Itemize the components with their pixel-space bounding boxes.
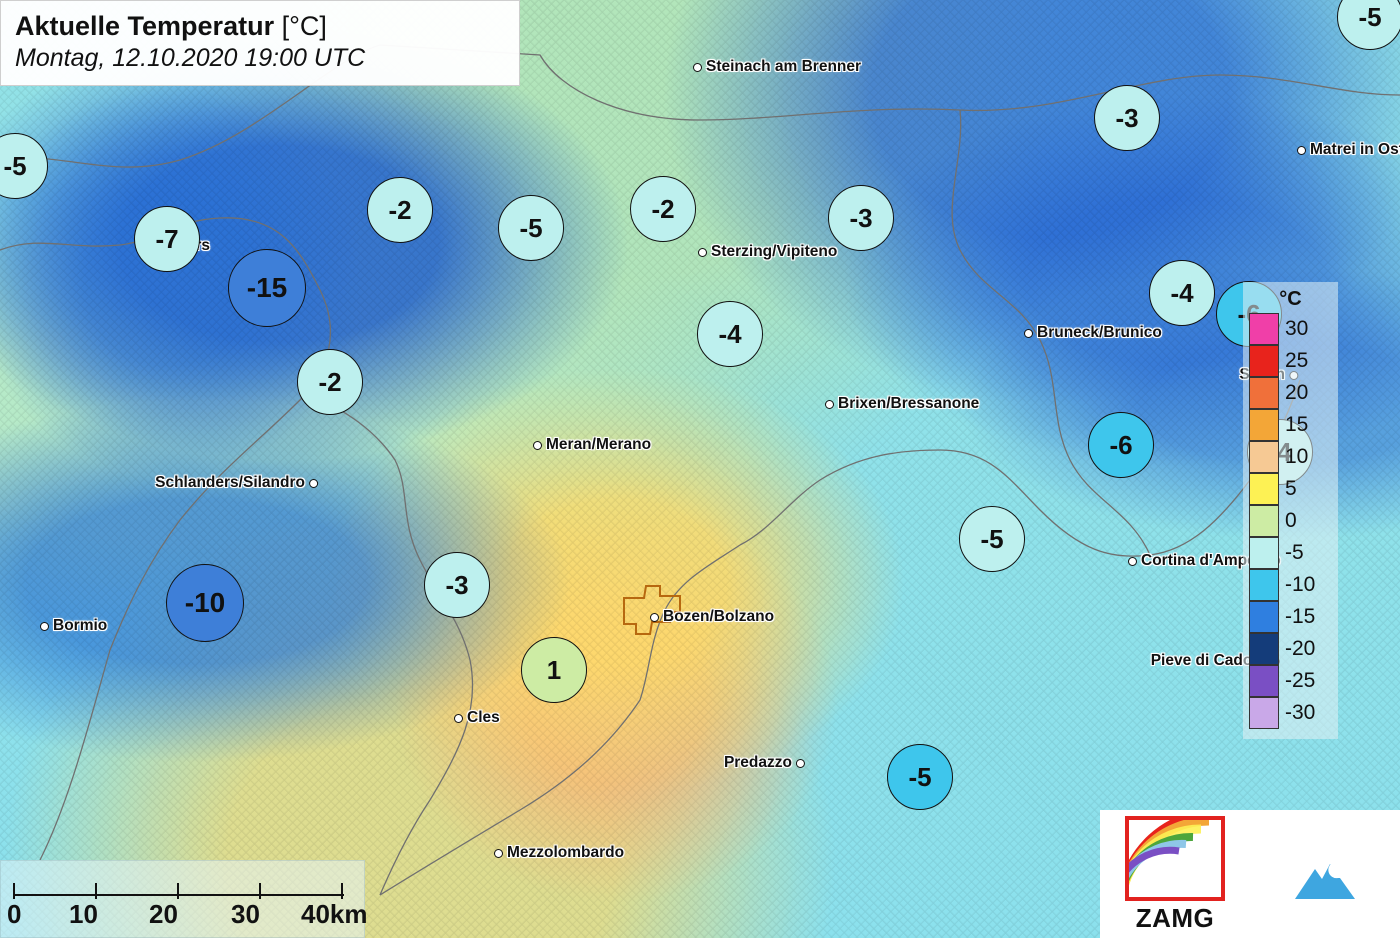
city-dot-icon [40,622,49,631]
legend-row: -5 [1249,537,1332,569]
city-label-matrei-in-osttirol: Matrei in Osttirol [1297,141,1400,159]
temperature-color-legend: °C 30 25 20 15 10 [1243,282,1338,739]
temperature-marker[interactable]: -2 [630,176,696,242]
temperature-marker[interactable]: -5 [959,506,1025,572]
temperature-marker[interactable]: -2 [367,177,433,243]
legend-unit-label: °C [1249,288,1332,311]
city-dot-icon [1297,146,1306,155]
city-label-brixen-bressanone: Brixen/Bressanone [825,395,979,413]
city-label-cles: Cles [454,709,500,727]
city-dot-icon [533,441,542,450]
title-datetime: Montag, 12.10.2020 19:00 UTC [15,44,505,73]
legend-row: 20 [1249,377,1332,409]
legend-row: -10 [1249,569,1332,601]
title-main: Aktuelle Temperatur [15,11,274,41]
legend-row: 10 [1249,441,1332,473]
city-label-sterzing-vipiteno: Sterzing/Vipiteno [698,243,837,261]
city-dot-icon [309,479,318,488]
temperature-marker[interactable]: 1 [521,637,587,703]
temperature-marker[interactable]: -5 [498,195,564,261]
temperature-marker[interactable]: -15 [228,249,306,327]
legend-swatch [1249,505,1279,537]
city-label-mezzolombardo: Mezzolombardo [494,844,624,862]
legend-row: -30 [1249,697,1332,729]
temperature-marker[interactable]: -5 [887,744,953,810]
legend-row: -15 [1249,601,1332,633]
legend-row: 0 [1249,505,1332,537]
weather-app-logo[interactable] [1250,810,1400,938]
legend-swatch [1249,345,1279,377]
city-label-predazzo: Predazzo [724,754,805,772]
legend-swatch [1249,473,1279,505]
legend-swatch [1249,409,1279,441]
bozen-municipal-boundary [0,0,1400,938]
legend-row: 15 [1249,409,1332,441]
legend-swatch [1249,665,1279,697]
legend-row: 25 [1249,345,1332,377]
zamg-wordmark: ZAMG [1136,903,1215,934]
city-dot-icon [454,714,463,723]
zamg-rainbow-icon [1125,816,1225,901]
legend-row: 5 [1249,473,1332,505]
legend-row: -25 [1249,665,1332,697]
city-dot-icon [693,63,702,72]
city-label-bozen-bolzano: Bozen/Bolzano [650,608,774,626]
temperature-marker[interactable]: -10 [166,564,244,642]
temperature-marker[interactable]: -7 [134,206,200,272]
cloud-mountain-icon [1290,844,1360,904]
temperature-marker[interactable]: -3 [424,552,490,618]
temperature-marker[interactable]: -3 [828,185,894,251]
city-dot-icon [1128,557,1137,566]
city-label-bruneck-brunico: Bruneck/Brunico [1024,324,1162,342]
city-label-meran-merano: Meran/Merano [533,436,651,454]
city-label-bormio: Bormio [40,617,107,635]
footer-logos: ZAMG [1100,810,1400,938]
legend-swatch [1249,537,1279,569]
temperature-marker[interactable]: -4 [697,301,763,367]
temperature-marker[interactable]: -6 [1088,412,1154,478]
city-label-schlanders-silandro: Schlanders/Silandro [155,474,318,492]
legend-rows-container: 30 25 20 15 10 5 [1249,313,1332,729]
temperature-map: Aktuelle Temperatur [°C] Montag, 12.10.2… [0,0,1400,938]
legend-swatch [1249,601,1279,633]
legend-swatch [1249,441,1279,473]
title-box: Aktuelle Temperatur [°C] Montag, 12.10.2… [0,0,520,86]
legend-swatch [1249,377,1279,409]
legend-row: -20 [1249,633,1332,665]
zamg-logo[interactable]: ZAMG [1100,810,1250,938]
city-dot-icon [825,400,834,409]
legend-swatch [1249,633,1279,665]
temperature-marker[interactable]: -4 [1149,260,1215,326]
city-dot-icon [698,248,707,257]
city-dot-icon [1024,329,1033,338]
legend-row: 30 [1249,313,1332,345]
scale-bar-ticks-icon [9,875,349,915]
temperature-marker[interactable]: -3 [1094,85,1160,151]
title-unit: [°C] [282,11,327,41]
distance-scale-bar: 0 10 20 30 40km [0,860,365,938]
temperature-marker[interactable]: -2 [297,349,363,415]
legend-swatch [1249,313,1279,345]
city-label-steinach-am-brenner: Steinach am Brenner [693,58,861,76]
city-dot-icon [650,613,659,622]
legend-swatch [1249,569,1279,601]
legend-swatch [1249,697,1279,729]
city-dot-icon [796,759,805,768]
city-dot-icon [494,849,503,858]
